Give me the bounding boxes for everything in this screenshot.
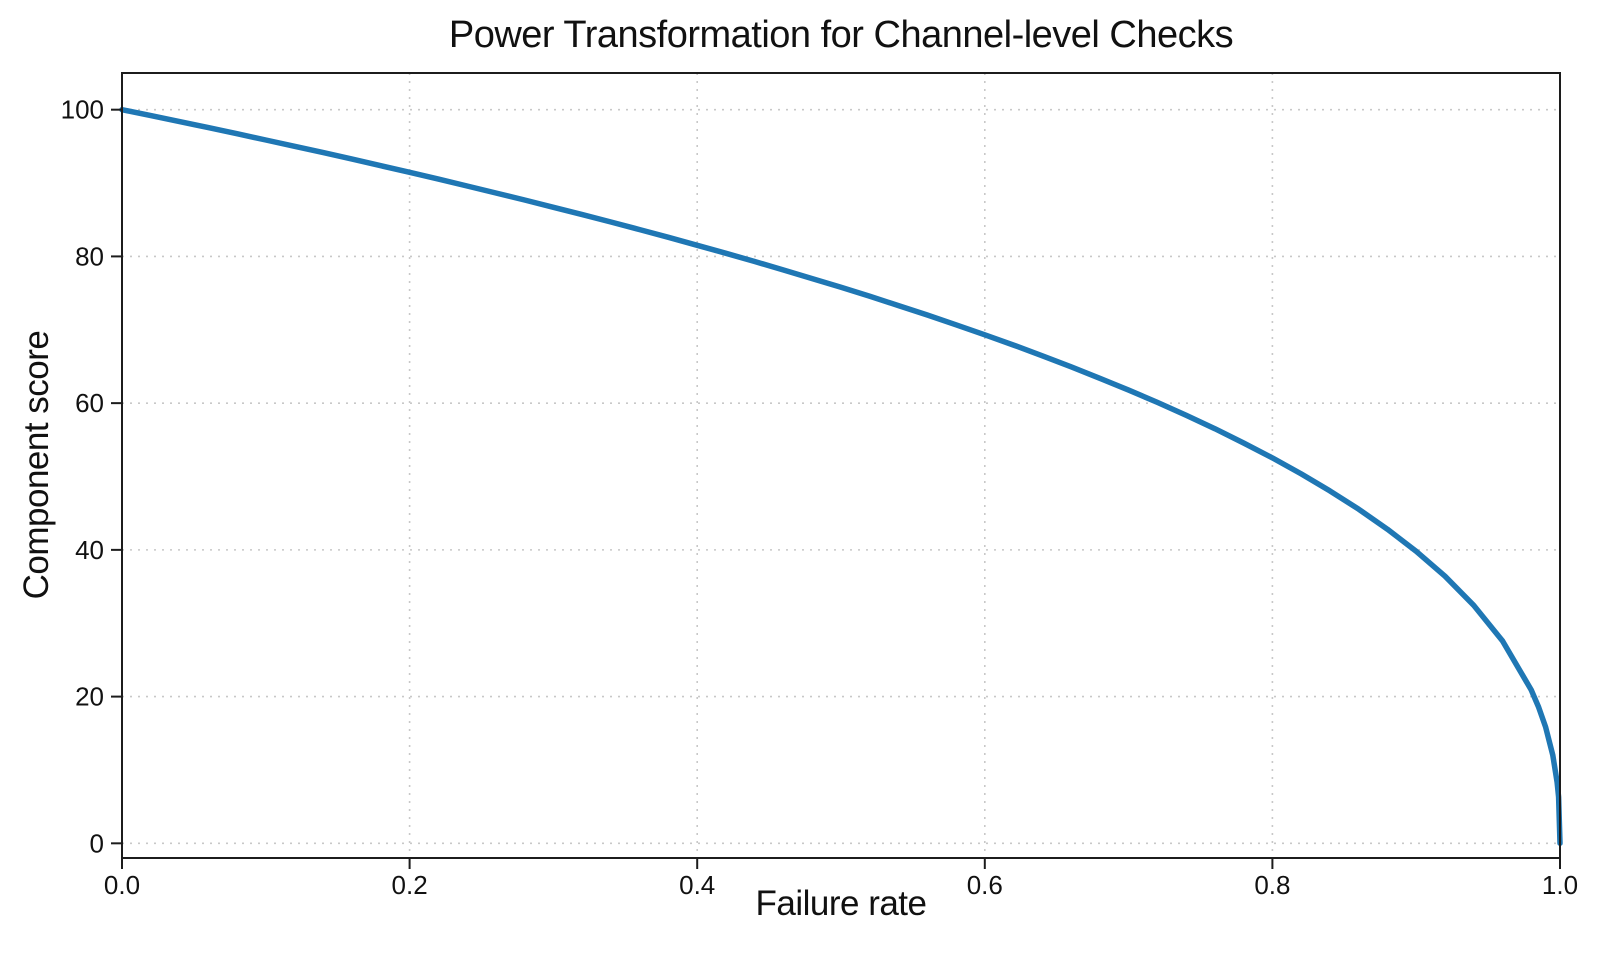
y-tick-label: 60 — [75, 388, 104, 418]
y-tick-label: 100 — [61, 95, 104, 125]
x-tick-label: 0.8 — [1254, 870, 1290, 900]
series-line-component-score-curve — [119, 106, 1563, 847]
x-tick-label: 0.6 — [967, 870, 1003, 900]
x-tick-label: 0.2 — [392, 870, 428, 900]
y-tick-label: 0 — [90, 828, 104, 858]
x-tick-label: 0.0 — [104, 870, 140, 900]
y-tick-label: 80 — [75, 241, 104, 271]
x-tick-label: 0.4 — [679, 870, 715, 900]
x-axis-label: Failure rate — [755, 884, 927, 923]
chart-title: Power Transformation for Channel-level C… — [448, 14, 1234, 56]
y-tick-label: 20 — [75, 682, 104, 712]
y-tick-label: 40 — [75, 535, 104, 565]
x-tick-label: 1.0 — [1542, 870, 1578, 900]
axes-spines — [121, 72, 1561, 859]
